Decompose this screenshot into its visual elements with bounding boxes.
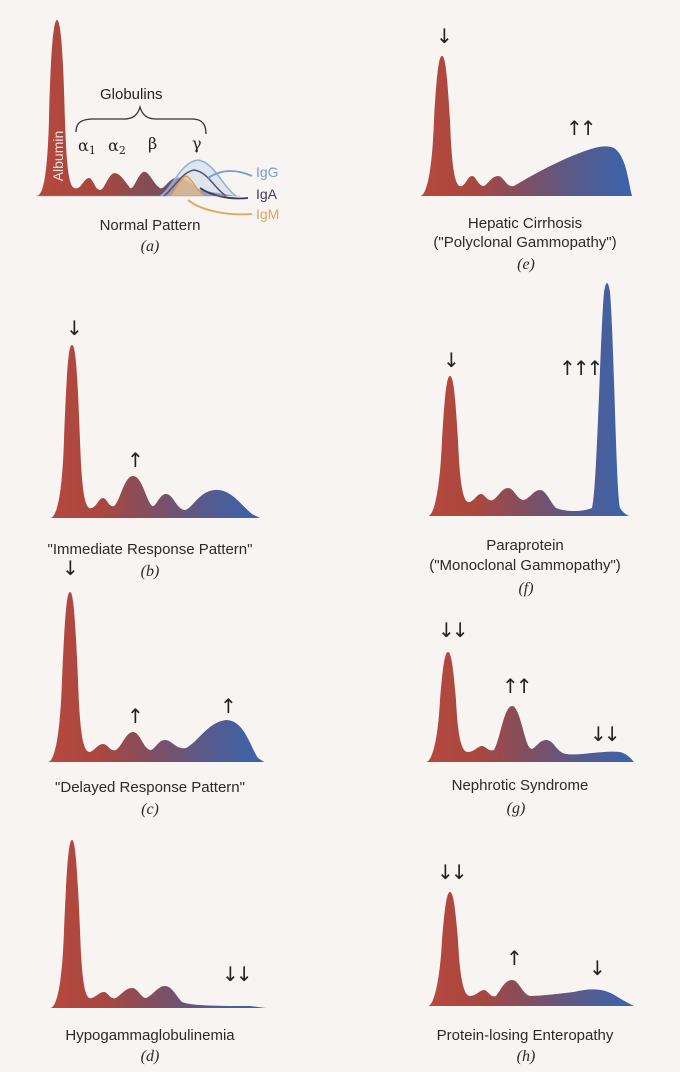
- albumin-arrow-c: ↓: [62, 556, 79, 580]
- letter-d: (d): [140, 1048, 160, 1065]
- gamma-arrow-c: ↑: [220, 694, 237, 718]
- albumin-arrow-h: ↓↓: [437, 860, 467, 884]
- beta-arrow-g: ↑↑: [502, 674, 532, 698]
- igm-label: IgM: [256, 206, 280, 222]
- globulins-brace: [75, 104, 207, 135]
- globulins-label: Globulins: [100, 86, 163, 103]
- caption-e-line2: ("Polyclonal Gammopathy"): [433, 234, 617, 251]
- letter-b: (b): [140, 563, 160, 580]
- letter-c: (c): [141, 801, 159, 818]
- densitometry-trace-h: [428, 892, 634, 1006]
- iga-curve: [163, 169, 227, 197]
- gamma-arrow-d: ↓↓: [222, 962, 252, 986]
- gamma-label: γ: [192, 134, 202, 153]
- caption-a: Normal Pattern: [99, 217, 201, 234]
- albumin-label: Albumin: [50, 130, 66, 182]
- caption-f-line1: Paraprotein: [486, 537, 564, 554]
- iga-label: IgA: [256, 186, 278, 202]
- densitometry-trace-f: [428, 283, 630, 516]
- caption-c: "Delayed Response Pattern": [55, 779, 245, 796]
- igg-pointer: [207, 170, 253, 179]
- gamma-arrow-e: ↑↑: [566, 116, 596, 140]
- caption-e-line1: Hepatic Cirrhosis: [467, 215, 583, 232]
- alpha2-arrow-b: ↑: [127, 448, 144, 472]
- densitometry-trace-c: [48, 592, 264, 762]
- letter-h: (h): [516, 1048, 536, 1065]
- albumin-arrow-f: ↓: [443, 348, 460, 372]
- caption-h: Protein-losing Enteropathy: [436, 1027, 614, 1044]
- albumin-arrow-b: ↓: [66, 316, 83, 340]
- albumin-arrow-e: ↓: [436, 24, 453, 48]
- paraprotein-arrow-f: ↑↑↑: [559, 356, 603, 380]
- caption-g: Nephrotic Syndrome: [451, 777, 589, 794]
- caption-b: "Immediate Response Pattern": [47, 541, 253, 558]
- igg-label: IgG: [256, 164, 279, 180]
- iga-pointer: [199, 187, 249, 200]
- gamma-arrow-g: ↓↓: [590, 722, 620, 746]
- densitometry-trace-g: [426, 652, 634, 762]
- alpha1-label: α1: [78, 136, 96, 157]
- densitometry-trace-d: [50, 840, 266, 1008]
- caption-f-line2: ("Monoclonal Gammopathy"): [429, 557, 621, 574]
- beta-arrow-h: ↑: [506, 946, 523, 970]
- gamma-arrow-h: ↓: [589, 956, 606, 980]
- letter-f: (f): [518, 580, 534, 597]
- alpha2-label: α2: [108, 136, 126, 157]
- igm-pointer: [187, 199, 253, 216]
- densitometry-trace-e: [420, 56, 632, 196]
- beta-label: β: [148, 134, 158, 153]
- densitometry-trace-b: [50, 345, 260, 518]
- albumin-arrow-g: ↓↓: [438, 618, 468, 642]
- caption-d: Hypogammaglobulinemia: [65, 1027, 235, 1044]
- letter-g: (g): [506, 800, 526, 817]
- igm-curve: [169, 175, 205, 197]
- densitometry-trace-a: [36, 20, 236, 196]
- letter-e: (e): [517, 256, 535, 273]
- letter-a: (a): [140, 238, 160, 255]
- alpha2-arrow-c: ↑: [127, 704, 144, 728]
